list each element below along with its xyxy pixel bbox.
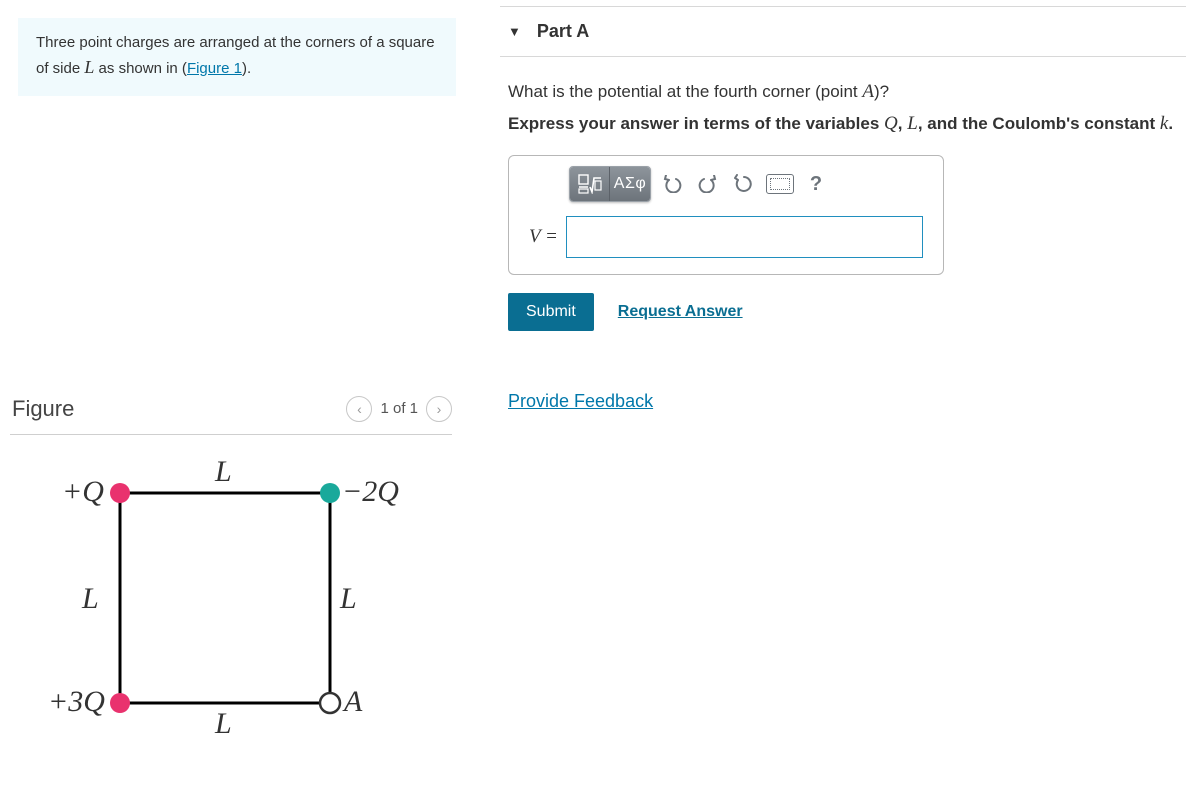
charge-label-tl: +Q: [62, 475, 104, 509]
answer-label: V =: [529, 226, 558, 248]
keyboard-icon: [766, 174, 794, 194]
side-label-bottom: L: [215, 707, 232, 741]
reset-button[interactable]: [729, 169, 759, 199]
greek-symbols-label: ΑΣφ: [614, 175, 646, 193]
charge-label-bl: +3Q: [48, 685, 105, 719]
pager-text: 1 of 1: [380, 400, 418, 417]
figure-title: Figure: [12, 396, 74, 422]
help-button[interactable]: ?: [801, 169, 831, 199]
provide-feedback-link[interactable]: Provide Feedback: [508, 391, 653, 412]
part-header[interactable]: ▼ Part A: [500, 6, 1186, 57]
square-charges-diagram: +Q −2Q +3Q A L L L L: [60, 463, 420, 763]
fraction-root-icon: [578, 174, 602, 194]
problem-text-3: ).: [242, 60, 251, 77]
answer-input-frame: ΑΣφ ?: [508, 155, 944, 275]
symbols-button[interactable]: ΑΣφ: [610, 167, 650, 201]
problem-text-2: as shown in (: [94, 60, 187, 77]
question-text: What is the potential at the fourth corn…: [508, 81, 1186, 103]
side-label-left: L: [82, 582, 99, 616]
collapse-icon: ▼: [508, 24, 521, 39]
reset-icon: [734, 174, 754, 194]
redo-button[interactable]: [693, 169, 723, 199]
pager-prev-button[interactable]: ‹: [346, 396, 372, 422]
undo-button[interactable]: [657, 169, 687, 199]
templates-button[interactable]: [570, 167, 610, 201]
charge-label-tr: −2Q: [342, 475, 399, 509]
keyboard-button[interactable]: [765, 169, 795, 199]
pager-next-button[interactable]: ›: [426, 396, 452, 422]
request-answer-link[interactable]: Request Answer: [618, 303, 743, 321]
answer-input[interactable]: [566, 216, 923, 258]
side-label-top: L: [215, 455, 232, 489]
problem-statement: Three point charges are arranged at the …: [18, 18, 456, 96]
question-hint: Express your answer in terms of the vari…: [508, 113, 1186, 135]
figure-pager: ‹ 1 of 1 ›: [346, 396, 452, 422]
figure-link[interactable]: Figure 1: [187, 60, 242, 77]
redo-icon: [698, 175, 718, 193]
part-title: Part A: [537, 21, 589, 42]
submit-button[interactable]: Submit: [508, 293, 594, 331]
problem-var-L: L: [84, 57, 94, 77]
undo-icon: [662, 175, 682, 193]
equation-toolbar: ΑΣφ ?: [509, 156, 943, 212]
point-label-A: A: [344, 685, 362, 719]
side-label-right: L: [340, 582, 357, 616]
